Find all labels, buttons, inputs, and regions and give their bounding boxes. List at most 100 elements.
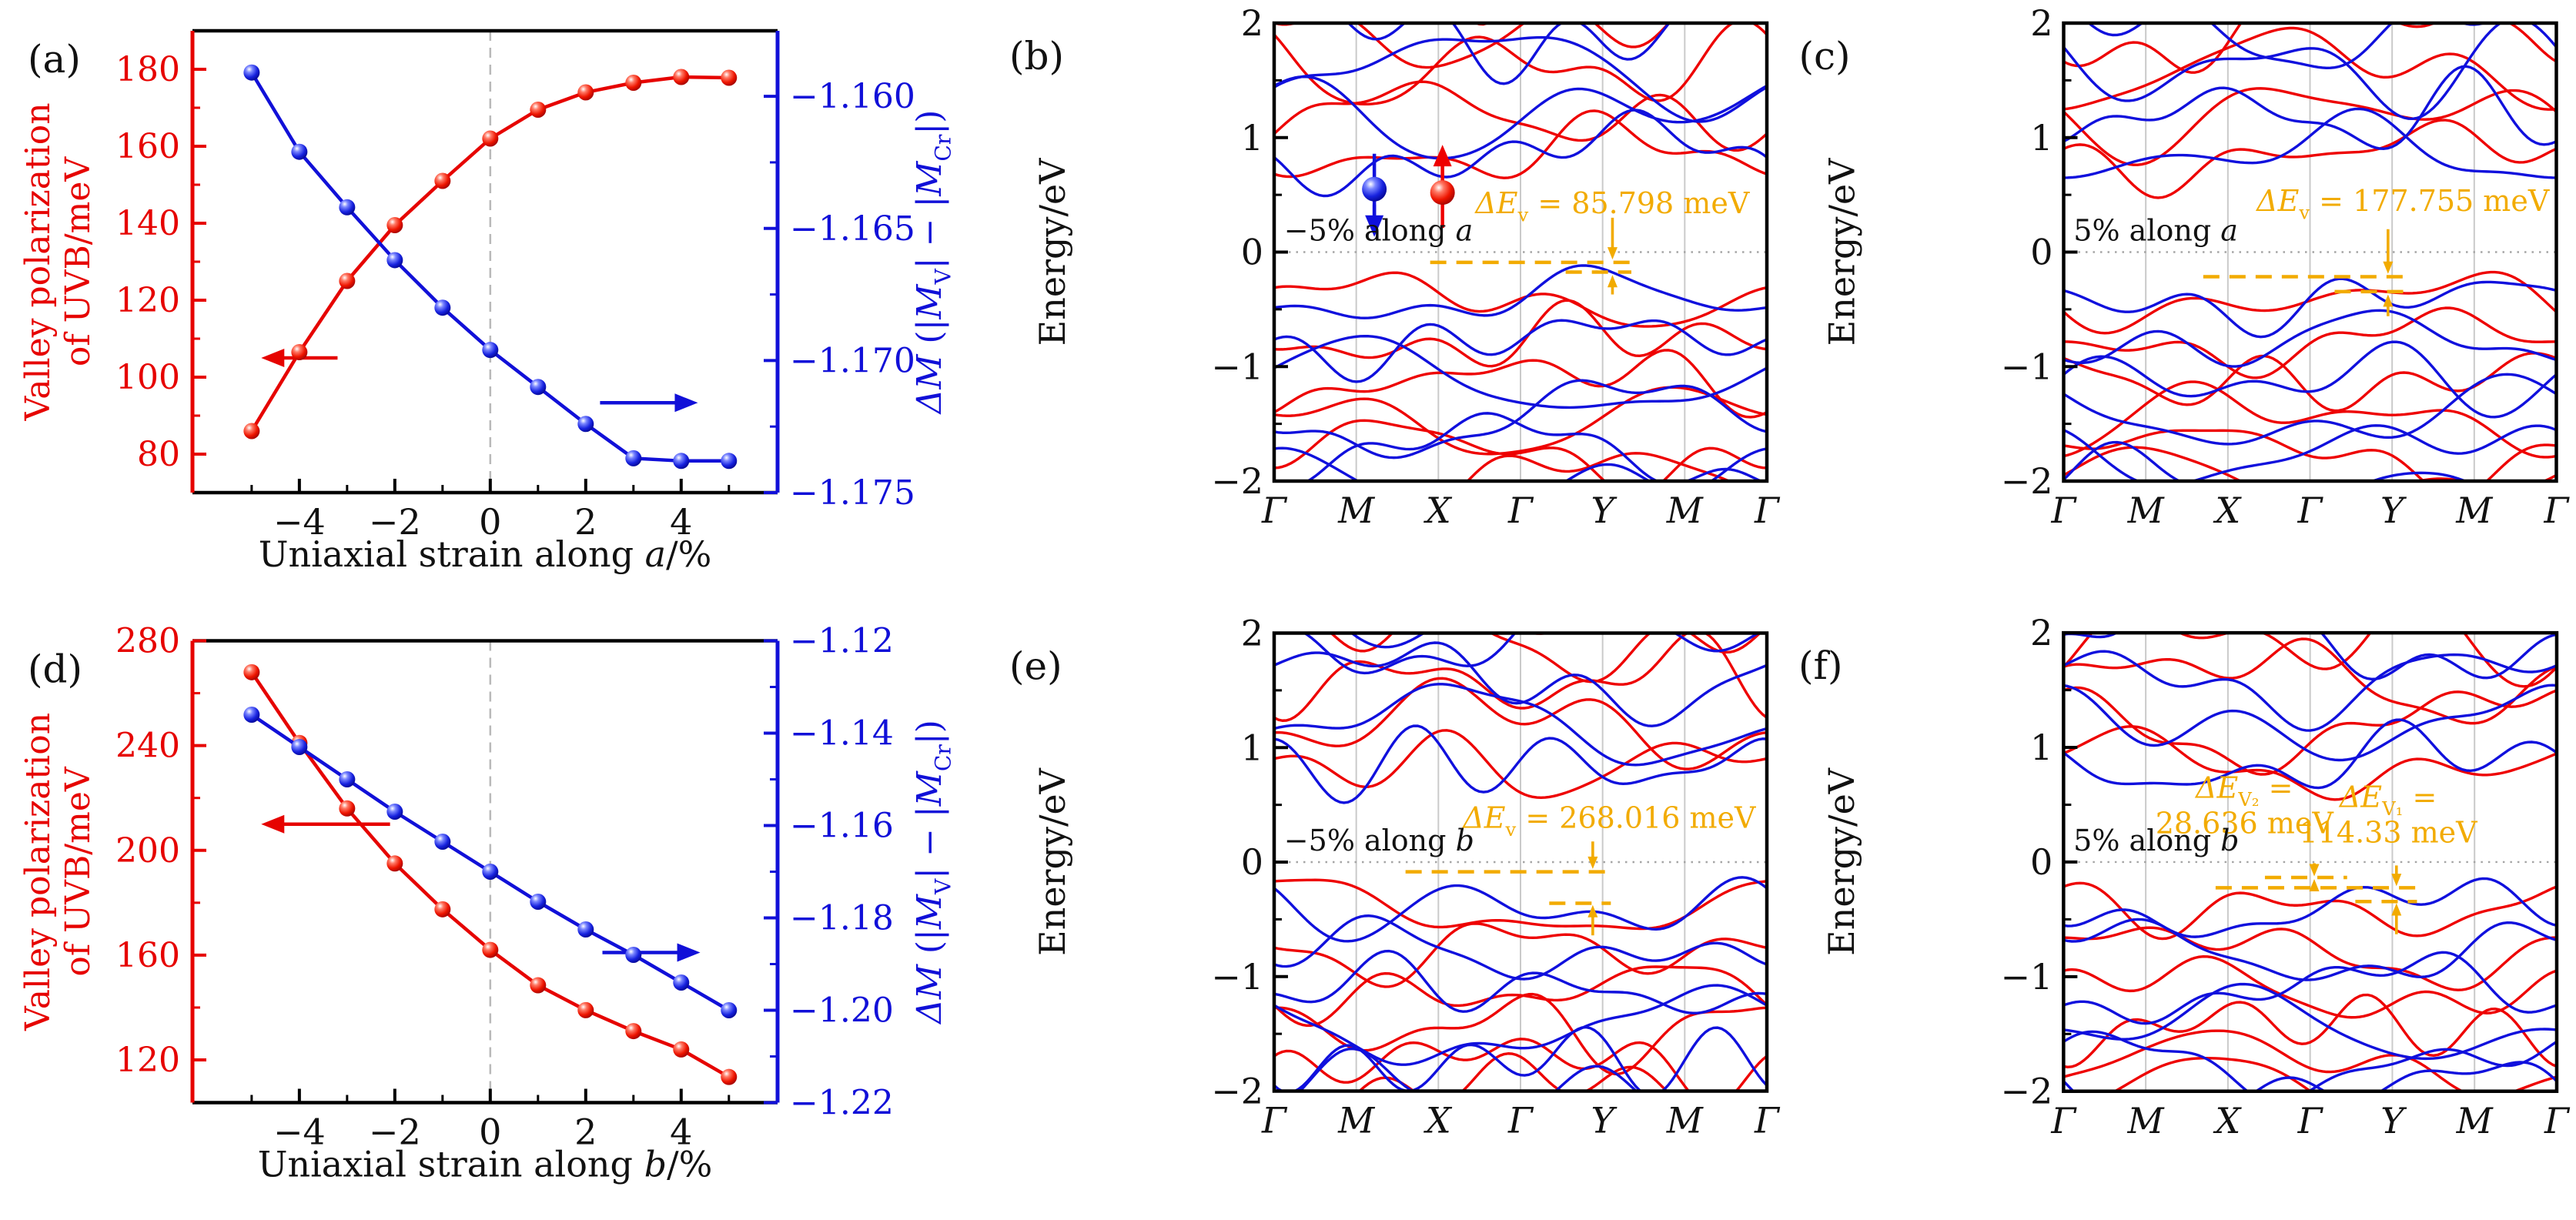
energy-tick-label: 0 (2030, 232, 2052, 273)
spin-up-band (1357, 1052, 1669, 1091)
spin-up-band (1528, 633, 1552, 635)
kpoint-label: Y (1591, 1100, 1618, 1141)
spin-down-band (1274, 109, 1767, 198)
left-axis-title-line1: Valley polarization (18, 713, 58, 1031)
spin-down-band (2063, 440, 2557, 481)
data-point (577, 416, 594, 433)
panel-letter: (a) (28, 37, 81, 82)
spin-down-band (1274, 876, 1767, 943)
panel-e: ΔEv = 268.016 meV −5% along b −2 −1 0 1 2 Γ M X Γ Y… (997, 610, 1786, 1220)
strain-tag: −5% along b (1284, 824, 1474, 857)
kpoint-label: M (1337, 490, 1376, 531)
kpoint-label: Γ (1754, 1100, 1781, 1141)
spin-up-band (1274, 419, 1767, 481)
data-point (243, 707, 260, 723)
right-tick-label: −1.20 (790, 991, 894, 1031)
spin-down-band (2063, 718, 2557, 790)
data-point (673, 1041, 690, 1058)
spin-up-band (2063, 446, 2557, 481)
data-point (291, 739, 308, 755)
data-point (243, 423, 260, 440)
data-point (482, 130, 499, 147)
valley-splitting-value: 114.33 meV (2300, 816, 2479, 850)
band-plot-area: ΔEv = 85.798 meV−5% along a −2 −1 0 1 2 Γ M X Γ Y M… (1211, 2, 1781, 531)
data-point (530, 977, 547, 994)
panel-letter: (e) (1009, 644, 1062, 689)
strain-tag: −5% along a (1284, 214, 1473, 248)
right-tick-label: −1.160 (790, 77, 915, 116)
energy-tick-label: 0 (2030, 841, 2052, 883)
energy-tick-label: −1 (1211, 956, 1263, 998)
left-tick-label: 120 (115, 281, 180, 320)
kpoint-label: M (2455, 490, 2494, 531)
right-tick-label: −1.16 (790, 807, 894, 846)
data-point (434, 172, 451, 189)
bands (2063, 23, 2557, 481)
spin-down-band (2063, 277, 2557, 339)
spin-up-band (2063, 993, 2557, 1068)
spin-up-band (2063, 926, 2557, 991)
energy-tick-label: −2 (1211, 460, 1263, 502)
energy-tick-label: −1 (2001, 346, 2053, 387)
spin-up-band (2394, 633, 2409, 634)
energy-tick-label: 2 (2030, 612, 2052, 653)
valley-splitting-label: ΔEV₂ = (2194, 771, 2293, 811)
right-tick-label: −1.14 (790, 714, 894, 754)
spin-up-band (1274, 1038, 1767, 1091)
spin-down-band (2063, 1061, 2557, 1091)
spin-up-band (2063, 26, 2557, 111)
left-tick-label: 100 (115, 358, 180, 397)
spin-up-band (1274, 386, 1767, 456)
spin-up-band (2063, 637, 2557, 725)
spin-down-band (2063, 918, 2557, 981)
panel-letter: (d) (28, 647, 82, 692)
data-point (386, 217, 403, 233)
energy-tick-label: −1 (1211, 346, 1263, 387)
bands (1274, 633, 1767, 1091)
band-plot-area: ΔEv = 177.755 meV 5% along a −2 −1 0 1 2 Γ M X Γ Y M… (2001, 2, 2571, 531)
kpoint-label: Γ (1261, 490, 1288, 531)
spin-down-band (2063, 107, 2557, 179)
spin-down-band (1274, 264, 1767, 319)
spin-down-band (1302, 633, 1761, 675)
data-point (577, 921, 594, 938)
panel-letter: (c) (1799, 34, 1851, 79)
kpoint-label: Γ (2544, 490, 2571, 531)
spin-down-band (2063, 23, 2557, 120)
right-tick-label: −1.18 (790, 899, 894, 938)
spin-up-band (2063, 306, 2557, 379)
spin-up-band (1274, 23, 1767, 106)
spin-down-band (2063, 340, 2557, 419)
data-point (291, 143, 308, 160)
spin-up-band (1466, 452, 1732, 481)
energy-tick-label: −2 (2001, 460, 2053, 502)
spin-up-band (2063, 119, 2557, 199)
data-point (434, 299, 451, 316)
kpoint-label: Γ (1507, 490, 1534, 531)
kpoint-label: Γ (2050, 1100, 2077, 1141)
kpoint-label: Y (1591, 490, 1618, 531)
spin-down-band (1274, 641, 1767, 727)
energy-axis-title: Energy/eV (1821, 767, 1862, 956)
spin-down-band (2063, 309, 2557, 368)
right-tick-label: −1.175 (790, 473, 915, 513)
spin-up-band (2063, 881, 2557, 941)
kpoint-label: Γ (2297, 1100, 2324, 1141)
energy-tick-label: 1 (1241, 727, 1263, 768)
energy-tick-label: 0 (1241, 232, 1263, 273)
valley-splitting-label: ΔEV₁ = (2338, 780, 2437, 820)
x-tick-label: −4 (273, 1111, 326, 1153)
red-spin-up-marker (1430, 180, 1455, 206)
spin-up-band (1274, 271, 1767, 328)
spin-down-band (2063, 373, 2557, 446)
data-point (482, 941, 499, 958)
left-tick-label: 120 (115, 1041, 180, 1080)
spin-down-band (2063, 610, 2557, 630)
left-tick-label: 200 (115, 831, 180, 871)
data-point (339, 800, 356, 817)
spin-up-band (2063, 686, 2557, 776)
kpoint-label: Γ (1754, 490, 1781, 531)
energy-tick-label: −1 (2000, 956, 2052, 998)
